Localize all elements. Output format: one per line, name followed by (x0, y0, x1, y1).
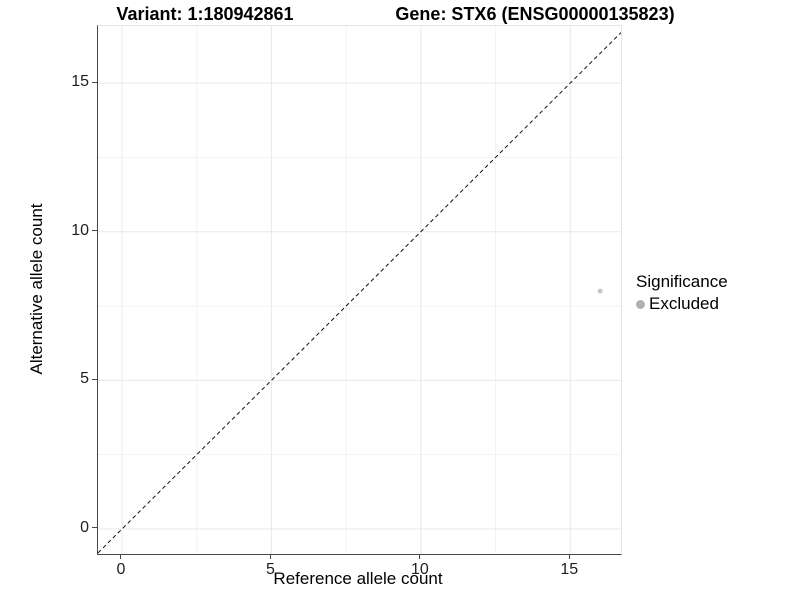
plot-canvas (98, 26, 621, 554)
gene-title: Gene: STX6 (ENSG00000135823) (395, 4, 675, 24)
legend-entry-label: Excluded (649, 294, 719, 313)
variant-title: Variant: 1:180942861 (116, 4, 294, 24)
y-axis-title: Alternative allele count (27, 203, 46, 375)
x-axis-title: Reference allele count (273, 569, 443, 588)
legend: Significance Excluded (636, 272, 728, 314)
data-point (597, 288, 603, 294)
y-tick-label: 15 (71, 73, 89, 91)
plot-panel (97, 25, 622, 555)
legend-title: Significance (636, 272, 728, 291)
x-tick-label: 15 (560, 561, 579, 578)
identity-line (98, 32, 621, 554)
legend-point-icon (636, 299, 645, 309)
y-tick-label: 0 (80, 518, 89, 536)
legend-entry: Excluded (636, 294, 728, 314)
x-tick-label: 0 (116, 561, 126, 578)
